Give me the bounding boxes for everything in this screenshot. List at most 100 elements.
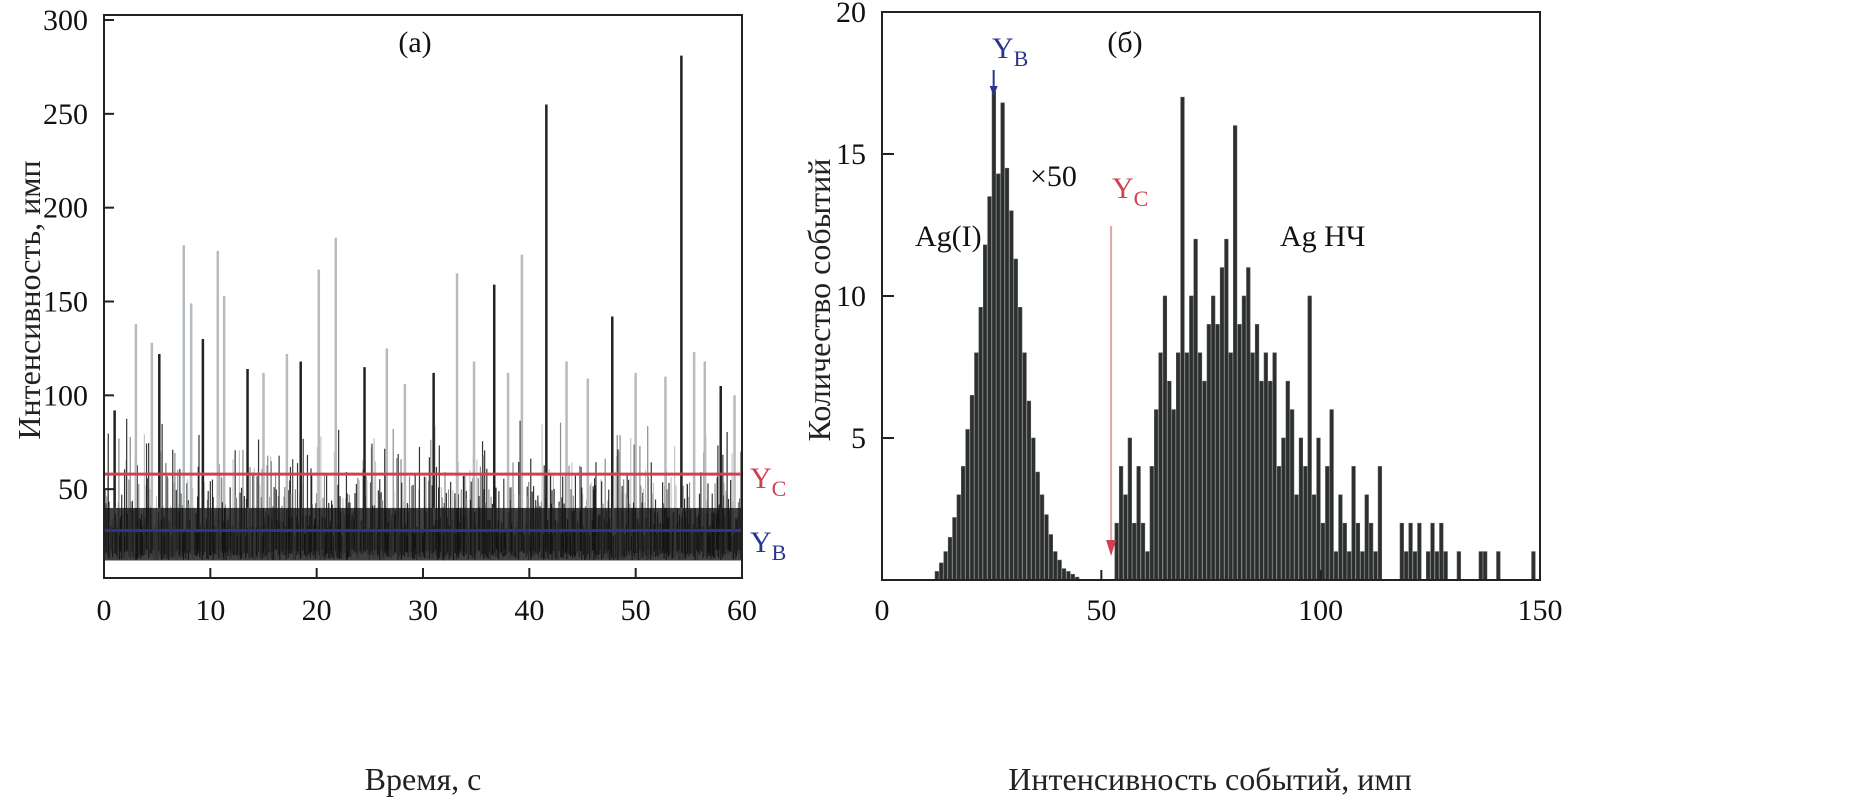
histogram-bar [1057, 559, 1062, 581]
histogram-bar [1268, 380, 1273, 581]
histogram-bar [1118, 466, 1124, 581]
histogram-bar [1443, 551, 1448, 581]
panel-a: 0 10 20 30 40 50 60 50 100 150 200 250 300 (a) Время… [11, 4, 786, 797]
histogram-bar [1373, 551, 1378, 581]
histogram-bar [1022, 352, 1027, 581]
histogram-bar [1026, 400, 1032, 581]
histogram-bar [1000, 102, 1005, 581]
histogram-bar [1417, 522, 1422, 581]
histogram-bar [1154, 409, 1159, 581]
histogram-bar [1276, 466, 1282, 581]
histogram-bar [961, 466, 966, 581]
histogram-bar [1053, 551, 1058, 581]
histogram-bar [987, 196, 992, 581]
histogram-bar [1044, 514, 1049, 581]
series-label-agnp: Ag НЧ [1280, 220, 1365, 253]
histogram-bar [1241, 295, 1246, 581]
histogram-bar [947, 537, 953, 581]
yc-sub: C [1134, 186, 1149, 211]
y-tick-label: 100 [43, 379, 88, 412]
x-tick-label: 50 [621, 594, 651, 627]
histogram-bar [1377, 466, 1382, 581]
yb-sub: B [772, 540, 787, 565]
histogram-bar [1167, 380, 1172, 581]
histogram [934, 70, 1536, 581]
histogram-bar [939, 562, 944, 581]
yb-main: Y [992, 32, 1014, 65]
histogram-bar [969, 395, 975, 581]
x-tick-label: 100 [1298, 594, 1343, 627]
histogram-bar [1342, 522, 1347, 581]
panel-b-ticks: 0 50 100 150 5 10 15 20 [836, 0, 1563, 627]
histogram-bar [1426, 551, 1431, 581]
histogram-bar [1281, 437, 1286, 581]
histogram-bar [1145, 551, 1150, 581]
histogram-bar [1333, 551, 1339, 581]
yb-arrow-head [989, 86, 998, 96]
histogram-bar [1254, 324, 1260, 581]
y-tick-label: 10 [836, 280, 866, 313]
histogram-bar [1355, 522, 1361, 581]
x-tick-label: 20 [302, 594, 332, 627]
yb-label-a: YB [750, 526, 786, 565]
histogram-bar [1162, 295, 1168, 581]
y-tick-label: 250 [43, 98, 88, 131]
histogram-bar [1408, 522, 1413, 581]
histogram-bar [1180, 96, 1185, 581]
histogram-bar [991, 91, 996, 581]
y-tick-label: 5 [851, 422, 866, 455]
histogram-bar [1456, 551, 1461, 581]
histogram-bar [1018, 307, 1023, 581]
histogram-bar [978, 307, 983, 581]
x-tick-label: 50 [1086, 594, 1116, 627]
histogram-bar [1228, 352, 1233, 581]
panel-b-ylabel: Количество событий [801, 159, 837, 442]
panel-b: 0 50 100 150 5 10 15 20 (б) Интенсивность событ… [801, 0, 1563, 797]
yc-arrow-head [1106, 540, 1117, 556]
y-tick-label: 200 [43, 192, 88, 225]
histogram-bar [1219, 267, 1225, 581]
y-tick-label: 150 [43, 286, 88, 319]
histogram-bar [1189, 295, 1194, 581]
histogram-bar [1149, 466, 1154, 581]
x-tick-label: 10 [195, 594, 225, 627]
histogram-bar [1197, 352, 1203, 581]
yb-sub: B [1014, 46, 1029, 71]
histogram-bar [1224, 238, 1229, 581]
yb-label-b: YB [992, 32, 1028, 71]
histogram-bar [956, 494, 961, 581]
histogram-bar [1307, 295, 1312, 581]
histogram-bar [1338, 494, 1343, 581]
yc-label-b: YC [1112, 172, 1148, 211]
histogram-bar [1215, 324, 1220, 581]
histogram-bar [943, 551, 948, 581]
histogram-bar [1404, 551, 1409, 581]
y-tick-label: 20 [836, 0, 866, 29]
histogram-bar [1035, 471, 1040, 581]
time-series [103, 55, 742, 561]
histogram-bar [1259, 380, 1264, 581]
yc-sub: C [772, 476, 787, 501]
histogram-bar [1140, 522, 1146, 581]
histogram-bar [1237, 324, 1242, 581]
histogram-bar [1531, 551, 1536, 581]
histogram-bar [1294, 494, 1299, 581]
histogram-bar [1246, 267, 1251, 581]
series-label-agi: Ag(I) [915, 220, 982, 253]
x-tick-label: 0 [875, 594, 890, 627]
histogram-bar [1434, 551, 1440, 581]
histogram-bar [1430, 522, 1435, 581]
panel-a-ylabel: Интенсивность, имп [11, 160, 47, 439]
histogram-bar [1303, 466, 1308, 581]
histogram-bar [1351, 466, 1356, 581]
histogram-bar [1004, 167, 1010, 581]
histogram-bar [965, 429, 970, 581]
histogram-bar [1009, 210, 1014, 581]
yc-main: Y [1112, 172, 1134, 205]
histogram-bar [1132, 522, 1137, 581]
histogram-bar [1364, 494, 1369, 581]
histogram-bar [1399, 522, 1404, 581]
histogram-bar [1250, 352, 1255, 581]
histogram-bar [1176, 352, 1181, 581]
